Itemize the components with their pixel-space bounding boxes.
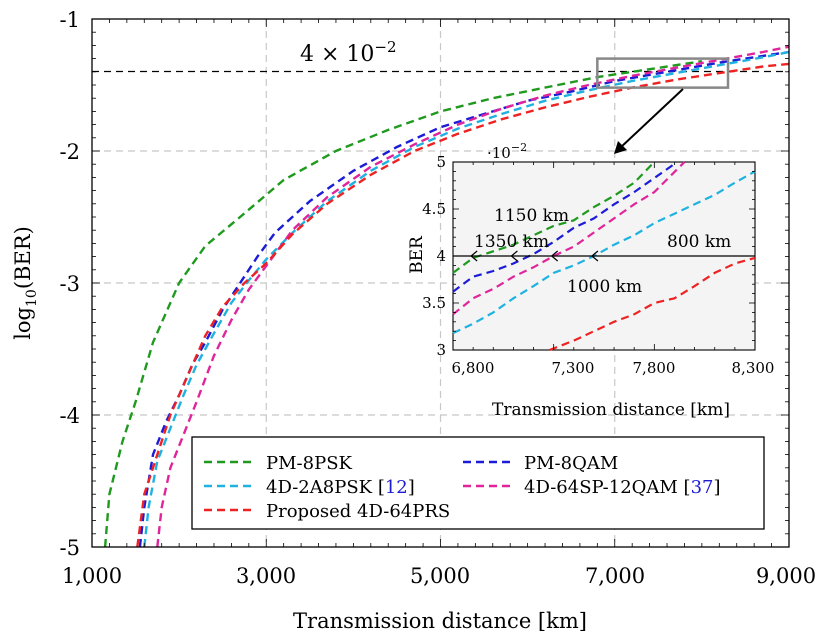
legend-label-close: ] [408, 477, 415, 498]
threshold-label-exp: −2 [374, 38, 396, 56]
legend-box [191, 436, 765, 530]
series-line-4d-2a8psk-12- [143, 50, 790, 548]
series-line-proposed-4d-64prs [136, 62, 790, 548]
inset-y-multiplier: ·10−2 [487, 141, 527, 162]
inset-y-tick-label: 4 [436, 247, 446, 265]
y-tick-label: -5 [60, 536, 80, 560]
x-axis-label: Transmission distance [km] [293, 609, 587, 633]
legend-label-main: 4D-64SP-12QAM [ [524, 477, 691, 498]
inset-x-axis-label: Transmission distance [km] [492, 400, 730, 420]
inset-series-line-pm-8psk [452, 161, 656, 274]
inset-y-multiplier-base: ·10 [487, 144, 511, 162]
inset-x-tick-label: 8,300 [732, 359, 775, 377]
y-tick-label: -1 [60, 8, 80, 32]
annotation-1000km: 1000 km [567, 277, 642, 297]
annotation-800km: 800 km [667, 232, 731, 252]
y-axis-label: log10(BER) [11, 226, 40, 340]
zoom-box [596, 57, 730, 89]
inset-y-tick-label: 5 [436, 153, 446, 171]
inset-series-line-4d-2a8psk-12- [452, 170, 756, 335]
zoom-arrow [619, 88, 684, 149]
inset-markers [470, 250, 599, 262]
y-axis-label-tail: (BER) [11, 226, 35, 289]
inset-y-multiplier-exp: −2 [511, 141, 527, 154]
x-tick-label: 5,000 [410, 564, 470, 588]
inset-crossing-marker [510, 250, 518, 262]
main-series-group [103, 45, 790, 548]
y-axis-label-sub: 10 [24, 289, 40, 307]
y-tick-label: -3 [60, 272, 80, 296]
inset-y-tick-label: 3 [436, 341, 446, 359]
inset-x-tick-label: 6,800 [452, 359, 495, 377]
threshold-label-base: 4 × 10 [300, 42, 374, 67]
legend-label: 4D-2A8PSK [12] [266, 477, 415, 498]
inset-y-axis-label: BER [407, 235, 427, 274]
x-tick-label: 7,000 [585, 564, 645, 588]
inset-x-tick-label: 7,300 [552, 359, 595, 377]
x-tick-label: 3,000 [236, 564, 296, 588]
inset-y-tick-label: 3.5 [422, 294, 446, 312]
legend-label: PM-8QAM [524, 453, 618, 474]
y-tick-label: -4 [60, 404, 80, 428]
inset-series-line-proposed-4d-64prs [549, 256, 756, 352]
inset-y-tick-label: 4.5 [422, 200, 446, 218]
legend-ref-link[interactable]: 12 [385, 477, 408, 498]
legend-label-close: ] [714, 477, 721, 498]
legend-label: PM-8PSK [266, 453, 353, 474]
x-tick-label: 9,000 [756, 564, 816, 588]
threshold-label: 4 × 10−2 [300, 38, 397, 67]
main-ticks [91, 18, 790, 548]
annotation-1150km: 1150 km [494, 206, 569, 226]
series-line-4d-64sp-12qam-37- [156, 45, 790, 548]
annotation-1350km: 1350 km [474, 232, 549, 252]
inset-ticks [452, 161, 756, 351]
legend-label: Proposed 4D-64PRS [266, 501, 450, 522]
inset-crossing-marker [470, 250, 478, 262]
y-axis-label-base: log [11, 307, 35, 340]
legend-label: 4D-64SP-12QAM [37] [524, 477, 721, 498]
inset-x-tick-label: 7,800 [633, 359, 676, 377]
zoom-arrow-head [614, 141, 627, 154]
y-tick-label: -2 [60, 140, 80, 164]
legend-label-main: 4D-2A8PSK [ [266, 477, 385, 498]
inset-series-group [452, 161, 756, 352]
inset-series-line-4d-64sp-12qam-37- [452, 161, 686, 316]
series-line-pm-8psk [103, 60, 703, 548]
x-tick-label: 1,000 [62, 564, 122, 588]
inset-series-line-pm-8qam [452, 162, 676, 293]
legend-ref-link[interactable]: 37 [691, 477, 714, 498]
inset-crossing-marker [590, 250, 599, 262]
inset-crossing-marker [550, 250, 559, 262]
